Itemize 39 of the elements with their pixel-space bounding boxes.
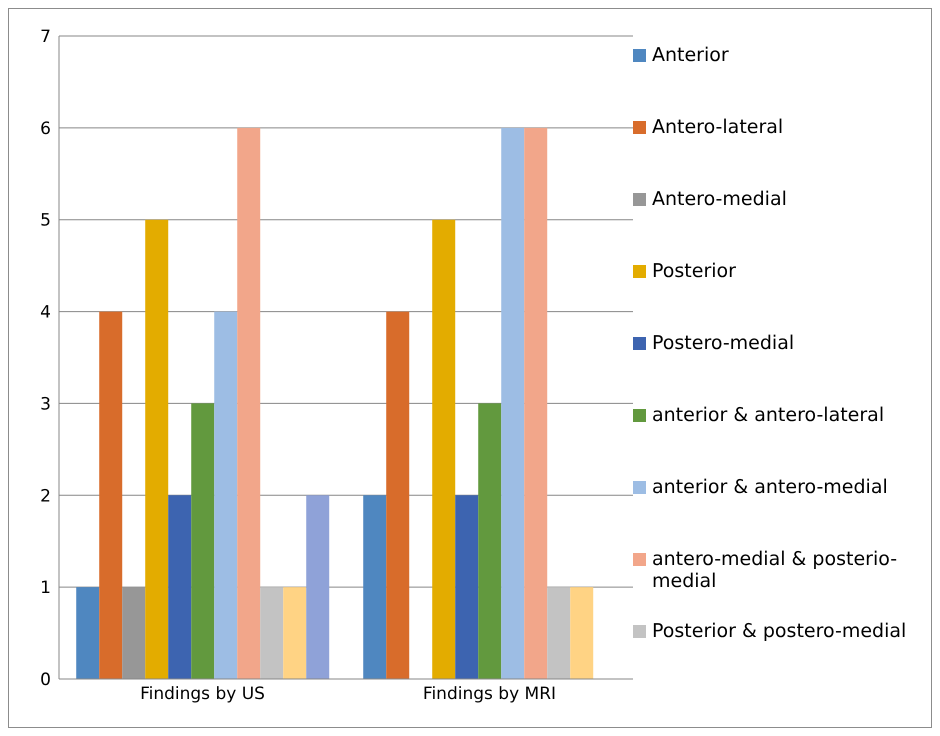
y-tick-label: 7 [40, 27, 51, 48]
bar [455, 495, 478, 679]
bar [478, 403, 502, 679]
bar [547, 587, 570, 679]
bar [432, 220, 456, 679]
bar [386, 312, 410, 679]
bar [570, 587, 594, 679]
legend-label: Posterior & postero-medial [652, 620, 906, 642]
bar [122, 587, 146, 679]
bar [145, 220, 168, 679]
bar [260, 587, 284, 679]
y-tick-label: 5 [40, 210, 51, 231]
bar [237, 128, 260, 679]
y-tick-label: 0 [40, 670, 51, 690]
y-tick-label: 2 [40, 486, 51, 506]
y-tick-label: 3 [40, 394, 51, 414]
legend-label: Antero-lateral [652, 116, 784, 138]
bar [363, 495, 386, 679]
bar [191, 403, 214, 679]
y-tick-label: 4 [40, 302, 51, 323]
bar [501, 128, 524, 679]
x-tick-label: Findings by US [140, 684, 265, 704]
y-tick-label: 1 [40, 578, 51, 598]
legend-label: Anterior [652, 44, 729, 66]
legend-label: Antero-medial [652, 188, 787, 210]
bar [524, 128, 548, 679]
bar [214, 312, 238, 679]
legend-label: anterior & antero-medial [652, 476, 888, 498]
bar [306, 495, 330, 679]
x-tick-label: Findings by MRI [422, 684, 556, 704]
bar [283, 587, 306, 679]
bar [99, 312, 122, 679]
bar [168, 495, 192, 679]
bar [76, 587, 100, 679]
legend-label: anterior & antero-lateral [652, 404, 884, 426]
y-tick-label: 6 [40, 118, 51, 139]
legend-label: antero-medial & posterio-medial [652, 548, 898, 592]
legend-label: Posterior [652, 260, 736, 282]
legend-label: Postero-medial [652, 332, 794, 354]
